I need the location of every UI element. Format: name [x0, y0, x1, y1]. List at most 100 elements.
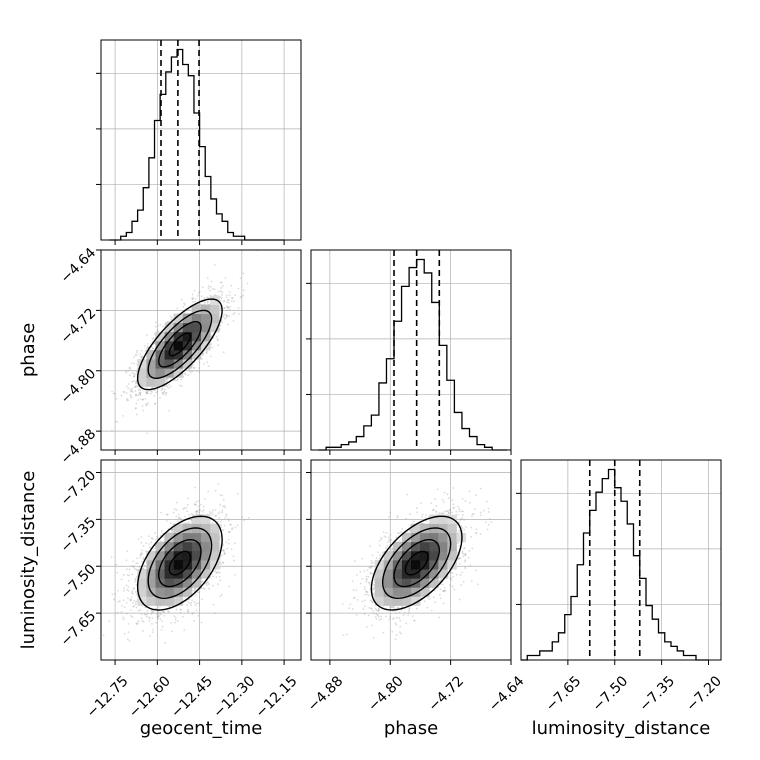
density-cell [164, 331, 175, 342]
sample-point [145, 392, 148, 395]
sample-point [141, 619, 144, 622]
sample-point [211, 584, 214, 587]
sample-point [187, 608, 189, 611]
sample-point [185, 506, 187, 509]
sample-point [180, 519, 182, 522]
sample-point [111, 429, 113, 432]
sample-point [210, 343, 213, 345]
sample-point [223, 551, 226, 554]
density-cell [201, 304, 211, 315]
sample-point [134, 407, 137, 409]
sample-point [195, 511, 198, 513]
sample-point [129, 366, 131, 369]
sample-point [145, 550, 147, 553]
sample-point [134, 603, 137, 606]
sample-point [178, 513, 180, 516]
sample-point [131, 380, 133, 383]
sample-point [163, 390, 165, 393]
sample-point [155, 391, 158, 394]
sample-point [226, 294, 228, 297]
sample-point [116, 611, 119, 614]
sample-point [136, 622, 139, 625]
sample-point [156, 611, 159, 614]
sample-point [219, 503, 222, 506]
sample-point [136, 351, 138, 354]
sample-point [206, 301, 209, 304]
sample-point [221, 593, 223, 596]
sample-point [219, 561, 222, 564]
grid-lines [329, 250, 512, 450]
sample-point [141, 553, 143, 556]
sample-point [207, 287, 210, 290]
sample-point [125, 399, 128, 401]
sample-point [172, 511, 175, 514]
sample-point [151, 609, 154, 612]
sample-point [138, 391, 141, 394]
sample-point [142, 630, 144, 632]
sample-point [179, 384, 181, 387]
sample-point [117, 600, 120, 603]
sample-point [202, 505, 205, 508]
sample-point [176, 620, 179, 622]
sample-point [160, 613, 163, 616]
sample-point [148, 546, 151, 549]
sample-point [198, 591, 201, 594]
sample-point [127, 387, 130, 390]
sample-point [225, 309, 228, 312]
sample-point [220, 281, 223, 284]
sample-point [222, 544, 225, 546]
sample-point [150, 541, 153, 544]
density-cell [173, 368, 184, 378]
sample-point [141, 355, 144, 358]
sample-point [144, 344, 146, 347]
sample-point [232, 320, 235, 322]
sample-point [214, 489, 217, 492]
sample-point [145, 613, 147, 616]
sample-point [129, 388, 132, 391]
sample-point [191, 613, 194, 616]
sample-point [217, 520, 219, 523]
sample-point [191, 297, 193, 300]
sample-point [210, 280, 213, 283]
sample-point [229, 524, 232, 526]
sample-point [130, 596, 133, 599]
sample-point [126, 370, 129, 372]
sample-point [125, 385, 128, 388]
sample-point [166, 377, 169, 380]
sample-point [243, 289, 245, 292]
sample-point [131, 391, 134, 393]
sample-point [238, 312, 240, 315]
sample-point [176, 520, 179, 522]
sample-point [161, 620, 164, 623]
sample-point [164, 392, 167, 394]
sample-point [208, 289, 211, 292]
sample-point [203, 362, 205, 365]
sample-point [233, 311, 236, 314]
sample-point [147, 402, 150, 405]
sample-point [120, 394, 123, 397]
sample-point [213, 288, 216, 291]
density-geocent_time-phase [111, 250, 258, 435]
contour-line [136, 298, 223, 391]
sample-point [207, 285, 210, 288]
sample-point [155, 321, 157, 324]
sample-point [192, 296, 195, 299]
sample-point [132, 565, 135, 568]
sample-point [130, 592, 133, 594]
sample-point [185, 600, 188, 603]
sample-point [166, 385, 168, 388]
sample-point [219, 290, 222, 293]
sample-point [111, 390, 114, 393]
sample-point [147, 343, 149, 345]
sample-point [155, 607, 158, 610]
sample-point [206, 352, 208, 354]
sample-point [129, 393, 132, 396]
sample-point [187, 309, 190, 311]
sample-point [164, 380, 167, 383]
sample-point [194, 486, 197, 489]
sample-point [156, 390, 159, 392]
sample-point [151, 386, 153, 389]
sample-point [197, 505, 200, 508]
sample-point [212, 570, 215, 573]
sample-point [243, 519, 246, 522]
